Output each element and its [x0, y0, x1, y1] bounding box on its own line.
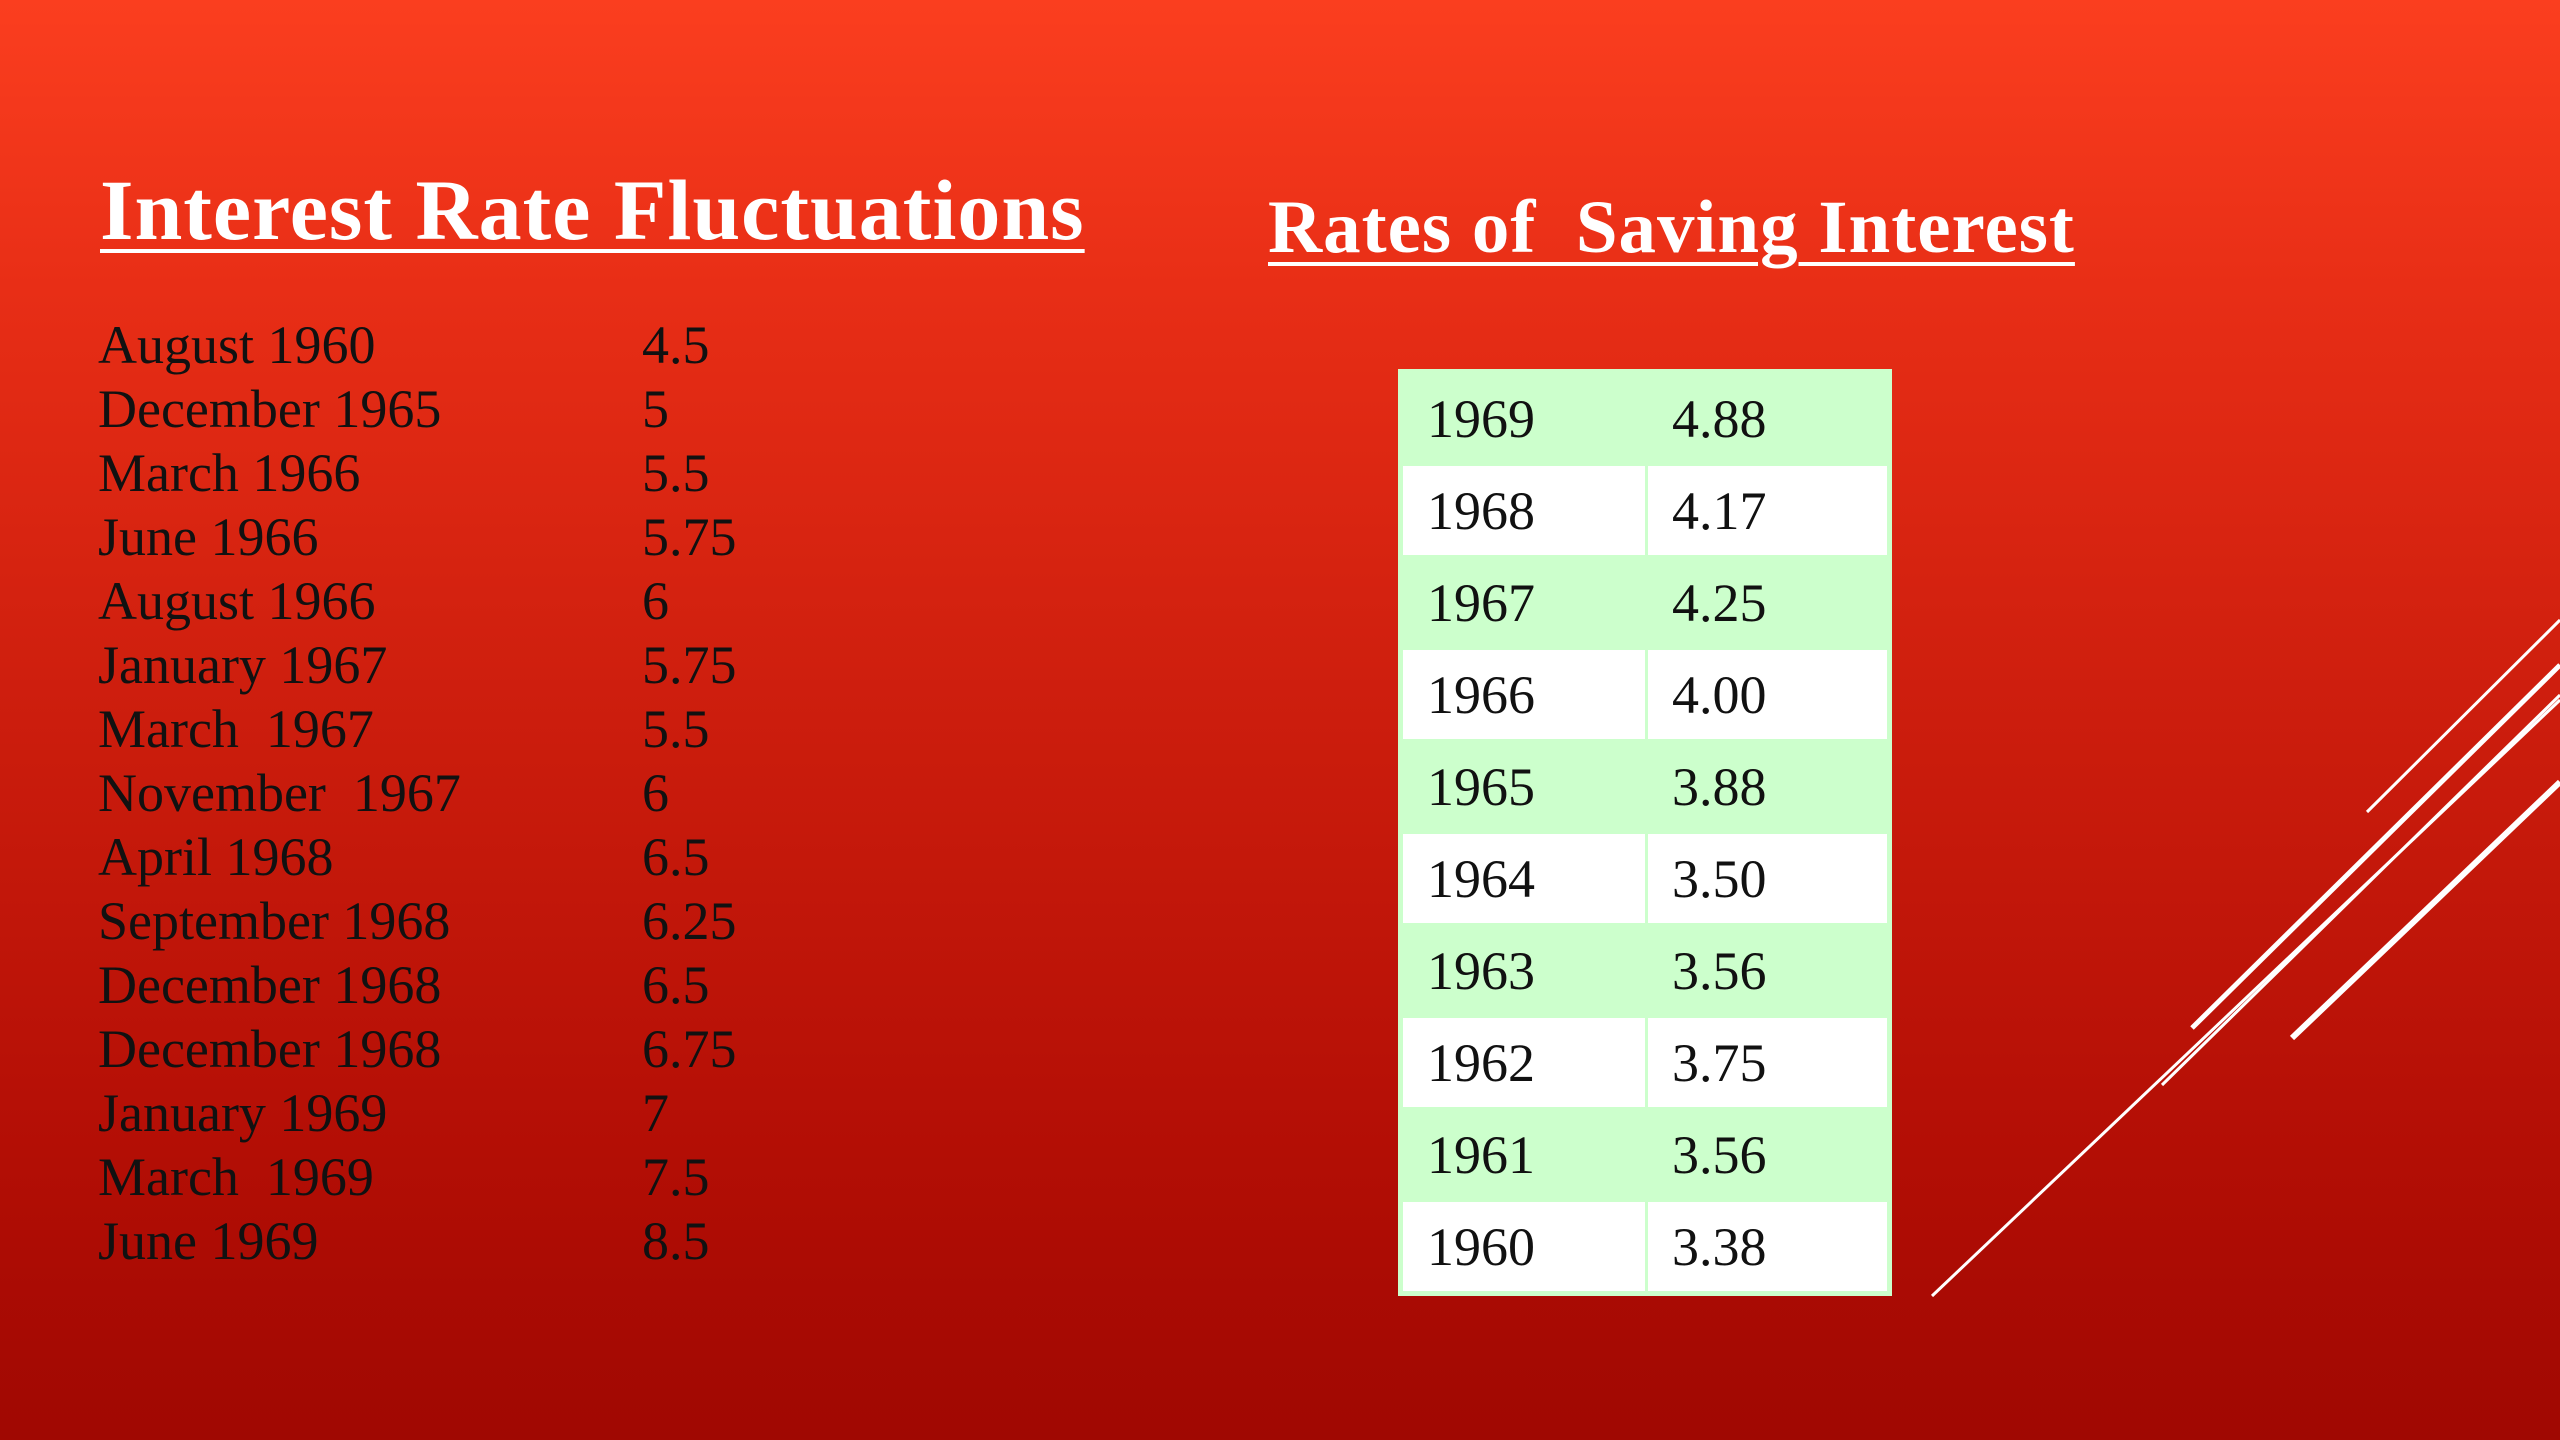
rate-value: 6: [642, 763, 669, 823]
rate-row: August 1966 6: [98, 569, 858, 633]
rate-value: 7: [642, 1083, 669, 1143]
saving-rate-cell: 3.56: [1645, 1107, 1890, 1202]
decor-line: [2190, 663, 2560, 1030]
year-cell: 1967: [1400, 555, 1648, 650]
saving-interest-title: Rates of Saving Interest: [1268, 186, 2075, 269]
saving-rate-cell: 3.56: [1645, 923, 1890, 1018]
saving-rate-cell: 3.38: [1645, 1199, 1890, 1294]
rate-period: March 1967: [98, 699, 374, 759]
year-cell: 1962: [1400, 1015, 1648, 1110]
table-row: 1964 3.50: [1400, 831, 1890, 926]
rate-value: 7.5: [642, 1147, 710, 1207]
rate-row: December 1965 5: [98, 377, 858, 441]
rate-period: December 1968: [98, 955, 442, 1015]
table-row: 1963 3.56: [1400, 923, 1890, 1018]
rate-row: December 1968 6.75: [98, 1017, 858, 1081]
decor-line: [2289, 779, 2560, 1041]
saving-rate-cell: 4.25: [1645, 555, 1890, 650]
rate-row: January 1967 5.75: [98, 633, 858, 697]
year-cell: 1960: [1400, 1199, 1648, 1294]
year-cell: 1966: [1400, 647, 1648, 742]
year-cell: 1964: [1400, 831, 1648, 926]
rate-value: 5.75: [642, 507, 737, 567]
rate-value: 6.5: [642, 827, 710, 887]
year-cell: 1969: [1400, 371, 1648, 466]
rate-row: March 1969 7.5: [98, 1145, 858, 1209]
rate-value: 5.75: [642, 635, 737, 695]
rate-value: 6: [642, 571, 669, 631]
rate-row: April 1968 6.5: [98, 825, 858, 889]
table-row: 1965 3.88: [1400, 739, 1890, 834]
saving-rate-cell: 4.17: [1645, 463, 1890, 558]
year-cell: 1965: [1400, 739, 1648, 834]
rate-period: September 1968: [98, 891, 451, 951]
rate-period: March 1969: [98, 1147, 374, 1207]
rate-row: June 1966 5.75: [98, 505, 858, 569]
table-row: 1968 4.17: [1400, 463, 1890, 558]
table-row: 1960 3.38: [1400, 1199, 1890, 1294]
rate-period: December 1968: [98, 1019, 442, 1079]
rate-period: January 1967: [98, 635, 388, 695]
saving-rate-cell: 4.00: [1645, 647, 1890, 742]
table-row: 1969 4.88: [1400, 371, 1890, 466]
year-cell: 1968: [1400, 463, 1648, 558]
rate-value: 4.5: [642, 315, 710, 375]
rate-period: June 1969: [98, 1211, 319, 1271]
rate-row: March 1967 5.5: [98, 697, 858, 761]
rate-row: November 1967 6: [98, 761, 858, 825]
table-row: 1962 3.75: [1400, 1015, 1890, 1110]
rate-period: December 1965: [98, 379, 442, 439]
rate-period: April 1968: [98, 827, 334, 887]
rate-value: 5.5: [642, 443, 710, 503]
table-row: 1961 3.56: [1400, 1107, 1890, 1202]
rate-value: 5: [642, 379, 669, 439]
year-cell: 1961: [1400, 1107, 1648, 1202]
saving-interest-table: 1969 4.88 1968 4.17 1967 4.25 1966 4.00 1965 3.88…: [1400, 371, 1890, 1294]
decor-line: [2365, 618, 2560, 814]
rate-value: 6.5: [642, 955, 710, 1015]
rate-row: September 1968 6.25: [98, 889, 858, 953]
rate-row: June 1969 8.5: [98, 1209, 858, 1273]
rate-period: June 1966: [98, 507, 319, 567]
saving-rate-cell: 3.88: [1645, 739, 1890, 834]
saving-rate-cell: 3.50: [1645, 831, 1890, 926]
rate-value: 5.5: [642, 699, 710, 759]
rate-row: December 1968 6.5: [98, 953, 858, 1017]
saving-rate-cell: 3.75: [1645, 1015, 1890, 1110]
decor-line: [2160, 693, 2560, 1087]
rate-period: January 1969: [98, 1083, 388, 1143]
rate-period: November 1967: [98, 763, 461, 823]
interest-rate-title: Interest Rate Fluctuations: [100, 162, 1085, 258]
rate-value: 8.5: [642, 1211, 710, 1271]
rate-row: January 1969 7: [98, 1081, 858, 1145]
rate-value: 6.75: [642, 1019, 737, 1079]
year-cell: 1963: [1400, 923, 1648, 1018]
interest-rate-list: August 1960 4.5 December 1965 5 March 1966 5.…: [98, 313, 858, 1273]
rate-period: March 1966: [98, 443, 361, 503]
table-row: 1966 4.00: [1400, 647, 1890, 742]
rate-row: August 1960 4.5: [98, 313, 858, 377]
rate-period: August 1966: [98, 571, 376, 631]
rate-value: 6.25: [642, 891, 737, 951]
table-row: 1967 4.25: [1400, 555, 1890, 650]
rate-row: March 1966 5.5: [98, 441, 858, 505]
rate-period: August 1960: [98, 315, 376, 375]
saving-rate-cell: 4.88: [1645, 371, 1890, 466]
